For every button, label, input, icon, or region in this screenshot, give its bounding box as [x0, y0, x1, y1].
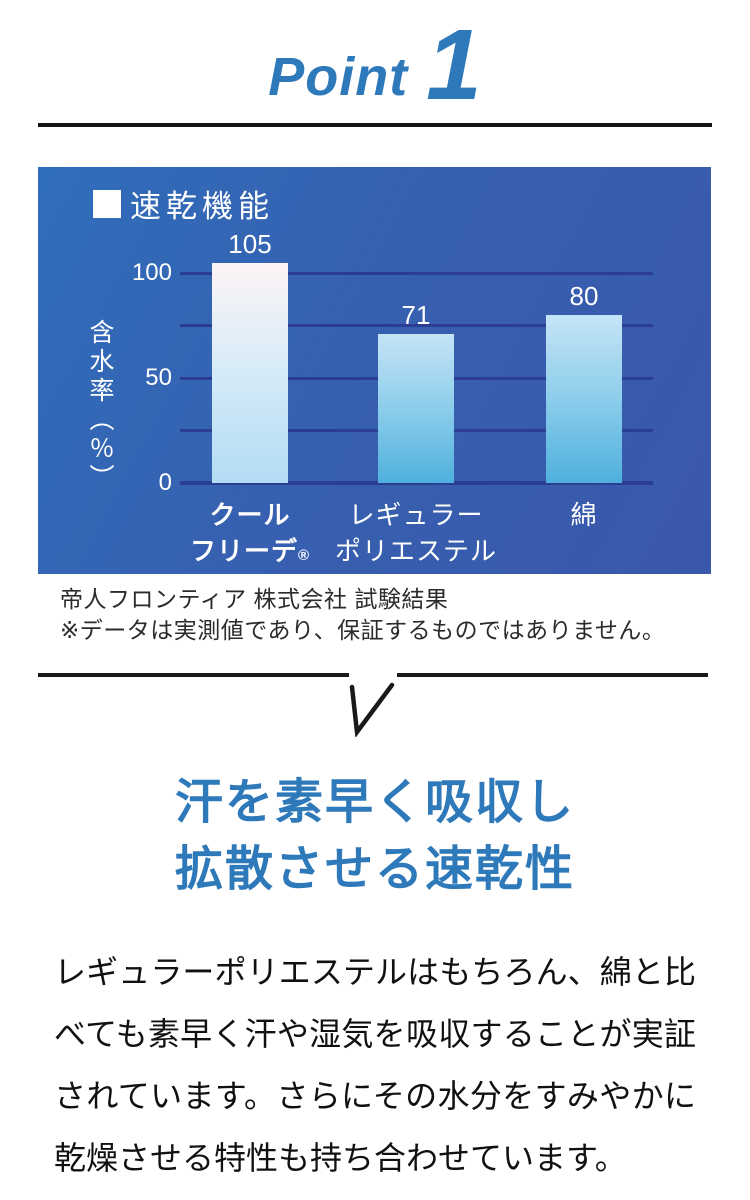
bar-value-label: 80: [569, 281, 599, 311]
y-tick-label: 0: [158, 469, 172, 496]
gridline: [180, 271, 653, 275]
bar: [378, 333, 454, 483]
chart-caption-source: 帝人フロンティア 株式会社 試験結果: [60, 586, 449, 612]
section-heading-line1: 汗を素早く吸収し: [174, 776, 575, 829]
chart-caption-disclaimer: ※データは実測値であり、保証するものではありません。: [60, 617, 666, 643]
bar-value-label: 71: [401, 299, 431, 330]
down-arrow-icon: [38, 673, 708, 737]
y-tick-label: 100: [131, 259, 172, 286]
bar-category-label: レギュラー ポリエステル: [334, 500, 497, 566]
y-axis-label: 含水率（％）: [86, 319, 114, 493]
registered-mark: ®: [297, 547, 311, 564]
body-paragraph: レギュラーポリエステルはもちろん、綿と比べても素早く汗や湿気を吸収することが実証…: [54, 954, 696, 1176]
bar-category-label: 綿: [570, 500, 598, 530]
bar-value-label: 105: [228, 228, 272, 259]
point-header: Point 1: [0, 0, 750, 115]
y-tick-label: 50: [145, 364, 172, 391]
chart-caption: 帝人フロンティア 株式会社 試験結果 ※データは実測値であり、保証するものではあ…: [60, 584, 750, 646]
chart-legend-title: 速乾機能: [130, 189, 274, 224]
bar: [212, 262, 288, 483]
x-axis-line: [180, 481, 653, 485]
legend-square-icon: [93, 189, 121, 218]
top-rule: [38, 123, 712, 127]
gridline: [180, 324, 653, 327]
quick-dry-chart-panel: 速乾機能 含水率（％） 0 50 100 105 クール フリーデ® 71 レギュラー ポリエス…: [38, 167, 711, 574]
chart-legend: 速乾機能: [93, 181, 274, 226]
point-label: Point: [268, 47, 409, 107]
section-heading-line2: 拡散させる速乾性: [174, 843, 575, 896]
section-heading: 汗を素早く吸収し 拡散させる速乾性: [0, 769, 750, 903]
point-number: 1: [426, 9, 482, 121]
bar-category-label: クール フリーデ®: [189, 500, 311, 566]
bar: [546, 315, 622, 483]
